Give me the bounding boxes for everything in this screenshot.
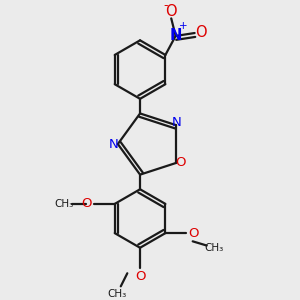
Text: N: N — [172, 116, 182, 129]
Text: O: O — [189, 226, 199, 240]
Text: O: O — [195, 25, 207, 40]
Text: O: O — [81, 197, 92, 210]
Text: CH₃: CH₃ — [107, 289, 127, 298]
Text: O: O — [165, 4, 176, 19]
Text: N: N — [109, 137, 118, 151]
Text: +: + — [178, 21, 187, 31]
Text: N: N — [169, 28, 182, 44]
Text: O: O — [135, 270, 145, 283]
Text: CH₃: CH₃ — [54, 199, 73, 209]
Text: O: O — [175, 157, 186, 169]
Text: -: - — [163, 0, 168, 13]
Text: CH₃: CH₃ — [205, 243, 224, 253]
